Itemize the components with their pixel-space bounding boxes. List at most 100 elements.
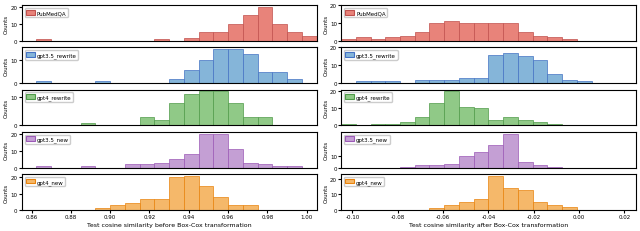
Bar xyxy=(272,166,287,168)
Y-axis label: Counts: Counts xyxy=(323,15,328,33)
Bar xyxy=(503,24,518,42)
Bar xyxy=(257,8,272,42)
Bar xyxy=(228,103,243,126)
Bar xyxy=(503,54,518,84)
Bar xyxy=(562,207,577,210)
Bar xyxy=(184,95,198,126)
Bar xyxy=(547,167,562,168)
Bar xyxy=(198,92,213,126)
Bar xyxy=(95,208,110,210)
Y-axis label: Counts: Counts xyxy=(323,99,328,118)
Bar xyxy=(532,36,547,42)
Bar xyxy=(444,92,459,126)
Bar xyxy=(228,149,243,168)
Bar xyxy=(547,38,562,42)
Y-axis label: Counts: Counts xyxy=(323,141,328,160)
Bar xyxy=(228,50,243,84)
Bar xyxy=(444,205,459,210)
Bar xyxy=(169,159,184,168)
Bar xyxy=(474,24,488,42)
Bar xyxy=(459,24,474,42)
Bar xyxy=(429,208,444,210)
Bar xyxy=(415,117,429,126)
Bar xyxy=(169,79,184,84)
Bar xyxy=(385,82,400,84)
Bar xyxy=(371,40,385,42)
Bar xyxy=(385,124,400,126)
Bar xyxy=(444,22,459,42)
Bar xyxy=(474,79,488,84)
Bar xyxy=(184,176,198,210)
Bar xyxy=(213,92,228,126)
Bar xyxy=(198,134,213,168)
Legend: gpt3.5_rewrite: gpt3.5_rewrite xyxy=(24,51,78,60)
Bar xyxy=(184,154,198,168)
Bar xyxy=(488,176,503,210)
Bar xyxy=(532,61,547,84)
Bar xyxy=(213,197,228,210)
Bar xyxy=(488,24,503,42)
Bar xyxy=(385,38,400,42)
Legend: gpt4_new: gpt4_new xyxy=(344,177,385,186)
Bar xyxy=(302,37,317,42)
Y-axis label: Counts: Counts xyxy=(4,183,9,202)
Bar xyxy=(154,163,169,168)
Bar xyxy=(518,121,532,126)
Legend: PubMedQA: PubMedQA xyxy=(344,9,387,18)
Y-axis label: Counts: Counts xyxy=(4,141,9,160)
Y-axis label: Counts: Counts xyxy=(323,57,328,76)
Bar xyxy=(287,33,302,42)
Bar xyxy=(243,205,257,210)
Bar xyxy=(503,188,518,210)
Bar xyxy=(474,152,488,168)
Bar xyxy=(562,40,577,42)
Bar xyxy=(95,82,110,84)
Bar xyxy=(429,80,444,84)
Legend: gpt4_new: gpt4_new xyxy=(24,177,65,186)
Bar xyxy=(184,70,198,84)
Bar xyxy=(81,123,95,126)
Bar xyxy=(243,117,257,126)
Bar xyxy=(243,16,257,42)
Bar xyxy=(213,134,228,168)
Bar xyxy=(228,205,243,210)
Bar xyxy=(213,50,228,84)
Bar xyxy=(272,25,287,42)
Bar xyxy=(518,33,532,42)
Bar xyxy=(213,33,228,42)
Bar xyxy=(503,117,518,126)
Bar xyxy=(518,162,532,168)
Bar xyxy=(356,82,371,84)
Bar xyxy=(429,166,444,168)
Bar xyxy=(341,124,356,126)
Bar xyxy=(36,166,51,168)
Legend: PubMedQA: PubMedQA xyxy=(24,9,68,18)
Bar xyxy=(36,82,51,84)
Bar xyxy=(198,186,213,210)
Bar xyxy=(518,190,532,210)
Bar xyxy=(154,120,169,126)
Bar xyxy=(488,145,503,168)
Bar xyxy=(459,202,474,210)
Bar xyxy=(547,124,562,126)
Bar xyxy=(198,61,213,84)
Bar xyxy=(81,166,95,168)
Bar xyxy=(110,205,125,210)
Bar xyxy=(459,157,474,168)
Bar xyxy=(400,122,415,126)
Bar xyxy=(287,166,302,168)
Bar xyxy=(371,82,385,84)
Bar xyxy=(444,80,459,84)
Bar xyxy=(577,82,591,84)
Legend: gpt4_rewrite: gpt4_rewrite xyxy=(24,93,73,102)
X-axis label: Test cosine similarity before Box-Cox transformation: Test cosine similarity before Box-Cox tr… xyxy=(87,222,252,227)
Bar xyxy=(371,124,385,126)
Bar xyxy=(459,79,474,84)
Bar xyxy=(184,38,198,42)
Bar xyxy=(125,204,140,210)
Legend: gpt4_rewrite: gpt4_rewrite xyxy=(344,93,392,102)
Y-axis label: Counts: Counts xyxy=(323,183,328,202)
Bar xyxy=(429,24,444,42)
Bar xyxy=(140,199,154,210)
Bar xyxy=(140,117,154,126)
